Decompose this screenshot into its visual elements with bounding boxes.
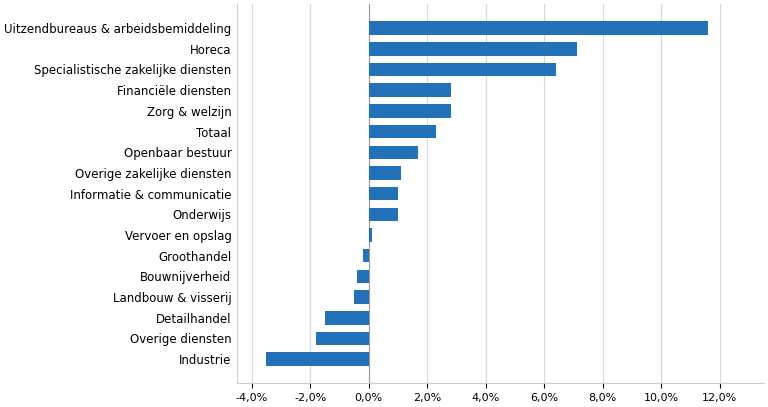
Bar [369, 63, 556, 76]
Bar [369, 125, 436, 138]
Bar [369, 22, 708, 35]
Bar [369, 104, 451, 118]
Bar [369, 228, 372, 242]
Bar [369, 83, 451, 97]
Bar [369, 42, 577, 55]
Bar [354, 290, 369, 304]
Bar [369, 208, 398, 221]
Bar [316, 332, 369, 345]
Bar [325, 311, 369, 324]
Bar [369, 166, 401, 179]
Bar [362, 249, 369, 263]
Bar [266, 352, 369, 366]
Bar [357, 270, 369, 283]
Bar [369, 187, 398, 200]
Bar [369, 146, 419, 159]
